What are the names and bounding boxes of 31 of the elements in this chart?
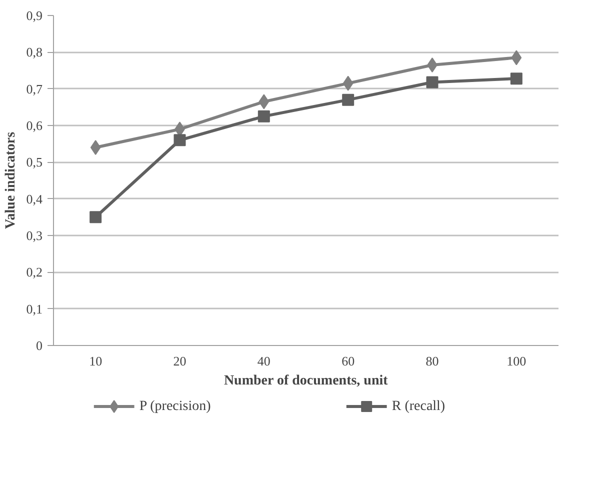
y-tick-label: 0,2	[26, 264, 42, 280]
x-tick-label: 60	[342, 354, 355, 368]
y-tick-label: 0,6	[26, 118, 43, 133]
y-tick-label: 0,8	[26, 44, 42, 60]
y-tick-label: 0	[36, 338, 42, 353]
x-axis-title: Number of documents, unit	[224, 374, 388, 388]
y-tick-label: 0,7	[26, 81, 43, 96]
y-tick-label: 0,5	[26, 154, 42, 170]
y-tick-label: 0,9	[26, 8, 42, 23]
y-axis-title: Value indicators	[3, 131, 18, 230]
y-tick-label: 0,4	[26, 191, 43, 206]
point	[258, 94, 270, 110]
legend-label: R (recall)	[392, 399, 446, 414]
x-tick-label: 100	[506, 354, 526, 368]
y-tick-label: 0,1	[26, 301, 42, 316]
point	[258, 110, 270, 122]
point	[427, 58, 438, 72]
x-tick-label: 80	[426, 354, 439, 368]
point	[342, 76, 354, 91]
y-tick-label: 0,3	[26, 228, 42, 243]
point	[342, 94, 354, 106]
x-tick-label: 40	[257, 354, 270, 368]
point	[510, 72, 522, 85]
x-tick-label: 10	[89, 354, 102, 368]
point	[511, 50, 522, 66]
x-tick-label: 20	[173, 354, 186, 368]
point	[426, 76, 438, 88]
point	[90, 211, 102, 224]
point	[174, 134, 186, 146]
point	[90, 140, 101, 155]
legend-label: P (precision)	[139, 399, 212, 414]
